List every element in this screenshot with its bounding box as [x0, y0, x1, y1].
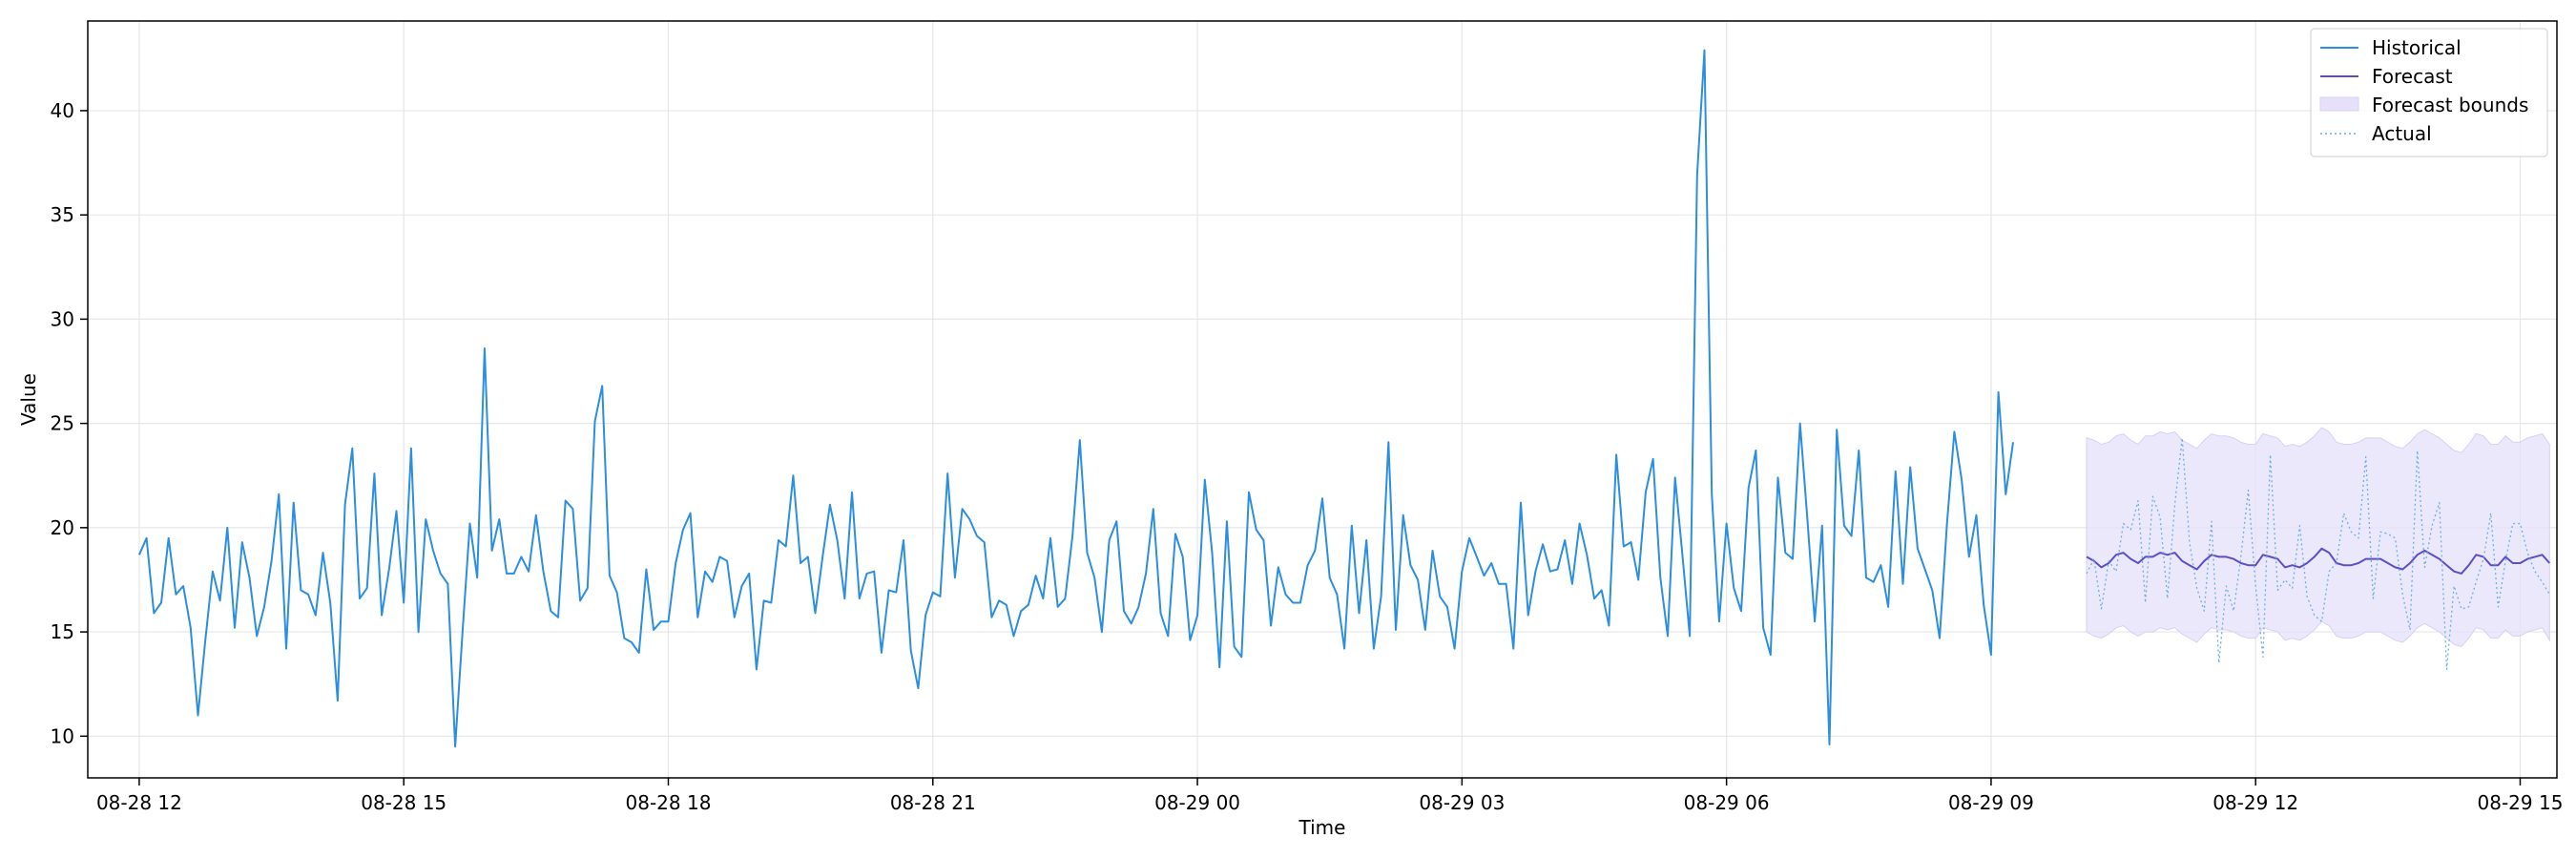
x-axis-ticks: 08-28 12 08-28 15 08-28 18 08-28 21 08-29 00…	[96, 778, 2563, 814]
legend-label: Historical	[2372, 36, 2462, 59]
legend-swatch	[2319, 96, 2359, 112]
x-tick-label-1: 08-28 15	[361, 791, 447, 814]
x-tick-label-5: 08-29 03	[1419, 791, 1505, 814]
x-tick-label-9: 08-29 15	[2478, 791, 2564, 814]
legend-items: Historical Forecast Forecast bounds Actual	[2319, 36, 2528, 145]
x-tick-label-2: 08-28 18	[626, 791, 712, 814]
y-axis-ticks: 10 15 20 25 30 35 40	[51, 99, 88, 747]
x-tick-label-6: 08-29 06	[1684, 791, 1770, 814]
series-forecast-bounds	[2086, 427, 2550, 647]
legend-item-actual: Actual	[2320, 122, 2432, 145]
series-historical	[137, 49, 2014, 748]
x-tick-label-4: 08-29 00	[1154, 791, 1240, 814]
series-actual	[2086, 437, 2550, 671]
x-tick-label-7: 08-29 09	[1948, 791, 2034, 814]
x-tick-label-3: 08-28 21	[890, 791, 976, 814]
x-tick-label-8: 08-29 12	[2212, 791, 2298, 814]
y-tick-label-0: 10	[51, 724, 74, 747]
y-tick-label-1: 15	[51, 620, 74, 643]
legend-label: Actual	[2372, 122, 2432, 145]
grid	[88, 21, 2557, 778]
legend-box	[2310, 28, 2548, 157]
y-axis-label: Value	[17, 373, 40, 426]
legend-item-forecast-bounds: Forecast bounds	[2319, 94, 2528, 116]
series-forecast	[2086, 547, 2551, 575]
x-tick-label-0: 08-28 12	[96, 791, 182, 814]
legend-item-historical: Historical	[2320, 36, 2462, 59]
series-lines	[137, 49, 2551, 748]
legend-label: Forecast	[2372, 65, 2453, 88]
y-tick-label-3: 25	[51, 412, 74, 435]
plot-frame	[87, 20, 2558, 779]
x-axis-label: Time	[1298, 816, 1346, 839]
y-tick-label-6: 40	[51, 99, 74, 122]
forecast-bounds-band	[2086, 427, 2550, 647]
y-tick-label-5: 35	[51, 203, 74, 226]
legend: Historical Forecast Forecast bounds Actual	[2310, 28, 2548, 157]
legend-label: Forecast bounds	[2372, 94, 2528, 116]
legend-item-forecast: Forecast	[2320, 65, 2453, 88]
y-tick-label-4: 30	[51, 307, 74, 330]
y-tick-label-2: 20	[51, 516, 74, 539]
